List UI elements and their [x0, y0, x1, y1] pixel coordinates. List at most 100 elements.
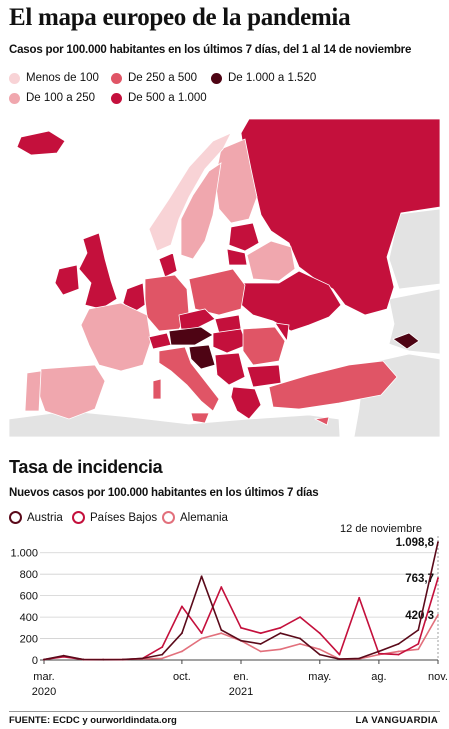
map-legend-item: De 1.000 a 1.520 [211, 72, 316, 84]
map-legend-item: De 100 a 250 [9, 92, 95, 104]
legend-swatch-icon [111, 92, 122, 104]
data-point [417, 629, 420, 631]
chart-legend-item: Países Bajos [72, 511, 157, 524]
legend-swatch-icon [9, 72, 20, 84]
region-greece [230, 386, 262, 420]
region-sardinia [152, 378, 162, 400]
data-point [220, 586, 223, 588]
region-czechia [178, 308, 216, 330]
region-slovenia-croatia [188, 344, 216, 370]
region-bulgaria [246, 364, 282, 388]
region-lithuania [226, 248, 248, 266]
data-point [240, 639, 242, 642]
region-portugal [24, 370, 42, 412]
data-point [397, 650, 400, 653]
data-point [259, 643, 262, 645]
region-denmark [158, 252, 178, 278]
region-ireland [54, 264, 80, 296]
data-point [161, 657, 164, 660]
legend-ring-icon [162, 511, 175, 524]
y-tick-label: 1.000 [10, 548, 38, 560]
data-point [220, 629, 223, 631]
incidence-line-chart: 0 200 400 600 800 1.000 mar. 2020 oct. en. 2021 may… [10, 523, 448, 698]
data-point [141, 657, 144, 660]
legend-swatch-icon [111, 72, 122, 84]
x-tick-label: may. [308, 671, 331, 683]
data-point [82, 658, 85, 661]
data-point [161, 646, 164, 649]
legend-label: Alemania [180, 511, 228, 524]
data-point [279, 648, 282, 651]
legend-label: Países Bajos [90, 511, 158, 524]
chart-legend-item: Austria [9, 511, 63, 524]
data-point [181, 650, 183, 653]
data-point [121, 658, 124, 661]
annotation-label: 12 de noviembre [340, 523, 422, 535]
data-point [240, 626, 242, 629]
x-tick-sublabel: 2020 [32, 686, 56, 698]
data-point [417, 643, 420, 645]
data-point [279, 626, 282, 629]
legend-swatch-icon [211, 72, 222, 84]
legend-label: De 1.000 a 1.520 [228, 72, 317, 84]
data-point [437, 614, 439, 616]
data-point [259, 650, 262, 653]
data-point [417, 648, 420, 651]
legend-ring-icon [9, 511, 22, 524]
region-balkans-west [214, 352, 246, 386]
region-estonia-latvia [228, 222, 260, 252]
region-france [80, 302, 152, 372]
region-cyprus [313, 416, 330, 426]
y-tick-label: 200 [20, 634, 38, 646]
x-tick-label: ag. [371, 671, 386, 683]
data-point [200, 632, 203, 635]
y-tick-label: 0 [32, 655, 38, 667]
page-title: El mapa europeo de la pandemia [9, 4, 351, 31]
map-legend-item: De 500 a 1.000 [111, 92, 207, 104]
data-point [200, 575, 203, 578]
data-point [279, 632, 282, 635]
region-belarus [246, 240, 296, 282]
region-romania [242, 326, 286, 366]
data-point [200, 637, 203, 640]
chart-legend-item: Alemania [162, 511, 228, 524]
data-point [338, 653, 341, 656]
region-turkey [268, 360, 398, 410]
data-point [299, 637, 301, 640]
data-point [437, 577, 439, 579]
region-georgia [392, 332, 420, 350]
region-sweden [180, 162, 222, 260]
legend-label: De 500 a 1.000 [128, 92, 207, 104]
data-point [338, 658, 341, 661]
data-point [259, 632, 262, 635]
x-tick-label: en. [233, 671, 248, 683]
legend-label: Austria [27, 511, 63, 524]
section2-subtitle: Nuevos casos por 100.000 habitantes en l… [9, 487, 319, 499]
data-point [299, 616, 301, 618]
series-line-países-bajos [43, 577, 439, 661]
data-point [62, 654, 65, 657]
region-north-africa [9, 410, 341, 437]
data-point [181, 632, 183, 635]
data-point [299, 643, 301, 645]
region-hungary [212, 328, 248, 354]
x-tick-label: oct. [173, 671, 191, 683]
europe-choropleth-map [9, 119, 440, 437]
data-point [378, 650, 380, 653]
footer-source: FUENTE: ECDC y ourworldindata.org [9, 715, 177, 726]
data-point [358, 596, 361, 599]
data-point [397, 643, 400, 645]
map-legend: Menos de 100 De 100 a 250 De 250 a 500 D… [9, 72, 316, 112]
legend-ring-icon [72, 511, 85, 524]
data-point [318, 632, 321, 635]
x-tick-sublabel: 2021 [229, 686, 253, 698]
data-point [397, 653, 400, 656]
region-central-asia [388, 208, 440, 290]
data-point [43, 658, 45, 661]
data-point [437, 541, 439, 544]
footer-brand: LA VANGUARDIA [355, 715, 438, 726]
y-tick-label: 400 [20, 612, 38, 624]
region-germany [144, 274, 190, 332]
data-point [220, 632, 223, 635]
region-poland [188, 268, 246, 316]
